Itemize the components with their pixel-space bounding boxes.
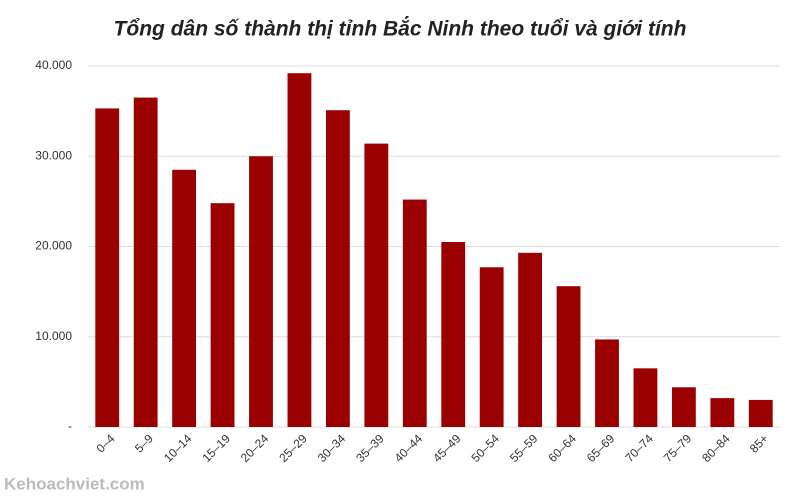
x-tick-label: 80–84 [699, 431, 733, 465]
x-tick-label: 75–79 [661, 431, 695, 465]
bar [249, 156, 273, 427]
bar [595, 339, 619, 427]
chart-title: Tổng dân số thành thị tỉnh Bắc Ninh theo… [114, 18, 687, 41]
bar [325, 110, 350, 427]
bar [287, 73, 312, 427]
x-tick-label: 45–49 [430, 431, 464, 465]
x-tick-label: 30–34 [315, 431, 349, 465]
x-tick-label: 60–64 [545, 431, 579, 465]
bar [710, 398, 735, 427]
bar [441, 241, 466, 427]
x-tick-label: 35–39 [353, 431, 387, 465]
x-tick-label: 55–59 [507, 431, 541, 465]
y-tick-label: 20.000 [35, 239, 72, 253]
bar [671, 387, 696, 427]
y-tick-label: - [68, 419, 72, 433]
bar [556, 286, 581, 427]
y-tick-label: 40.000 [35, 58, 72, 72]
watermark: Kehoachviet.com [4, 474, 145, 493]
x-tick-label: 25–29 [276, 431, 310, 465]
bar [518, 252, 543, 427]
bar [402, 199, 427, 427]
x-tick-label: 20–24 [238, 431, 272, 465]
bar [172, 169, 197, 427]
y-tick-label: 30.000 [35, 148, 72, 162]
bar [210, 203, 235, 427]
x-tick-label: 10–14 [161, 431, 195, 465]
x-tick-label: 65–69 [584, 431, 618, 465]
bar [95, 108, 120, 427]
x-tick-label: 70–74 [622, 431, 656, 465]
bar [479, 267, 504, 427]
y-tick-label: 10.000 [35, 329, 72, 343]
bar [748, 399, 773, 427]
x-tick-label: 15–19 [199, 431, 233, 465]
x-tick-label: 50–54 [469, 431, 503, 465]
x-tick-label: 40–44 [392, 431, 426, 465]
x-tick-label: 5–9 [132, 431, 156, 455]
x-tick-label: 85+ [747, 431, 771, 455]
bar [633, 368, 658, 427]
bar [364, 143, 389, 428]
bar [133, 97, 158, 428]
x-tick-label: 0–4 [94, 431, 118, 455]
